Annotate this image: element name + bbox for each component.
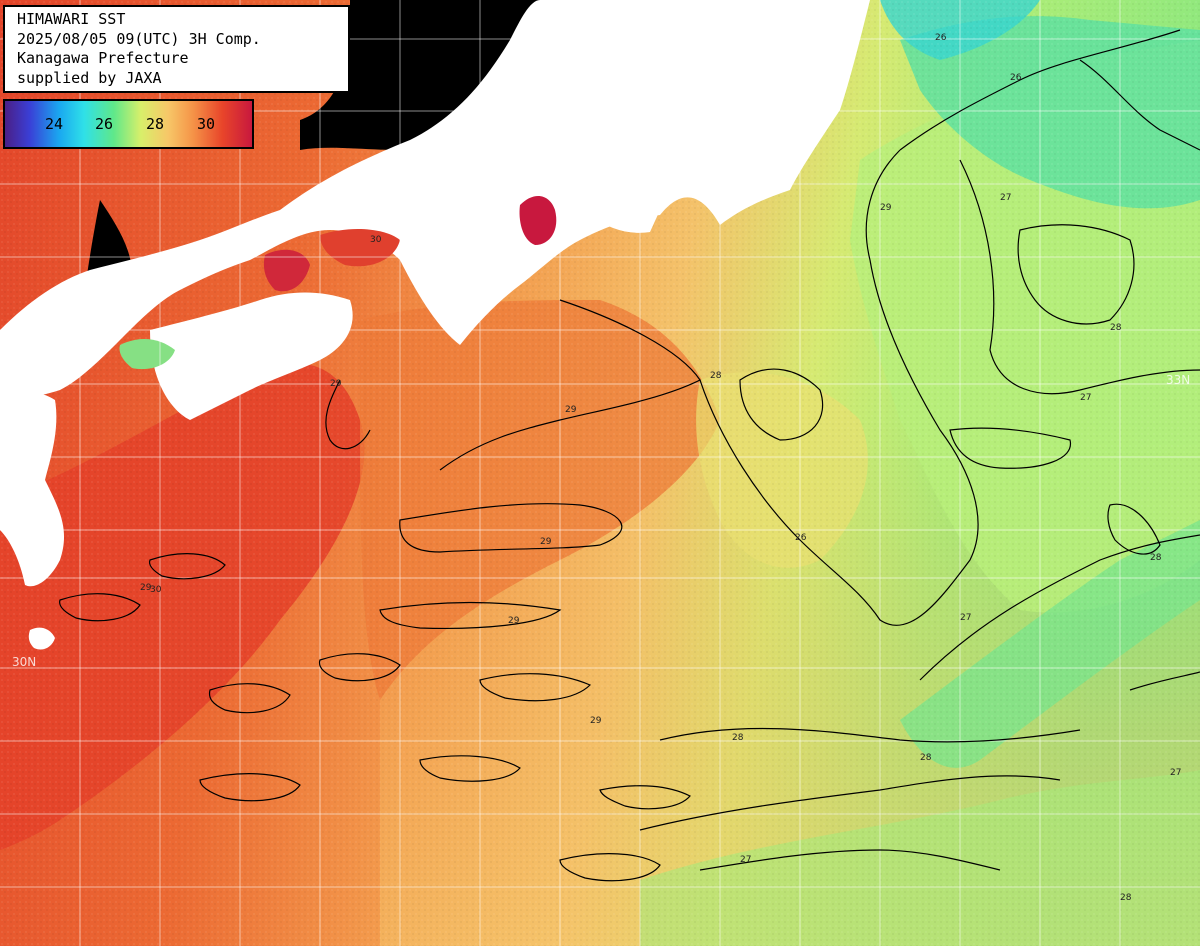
contour-label: 30 [370, 235, 382, 245]
contour-label: 29 [330, 379, 342, 389]
contour-label: 28 [1110, 323, 1122, 333]
contour-label: 27 [1080, 393, 1091, 403]
land-islet [28, 627, 55, 650]
land-kyushu [0, 392, 65, 587]
hot-bay-seto [263, 249, 310, 292]
isotherm-contours [59, 29, 1200, 882]
hot-bay-osaka [519, 195, 557, 245]
contour-label: 27 [960, 613, 971, 623]
color-scale-legend: 24 26 28 30 [3, 99, 254, 149]
contour-label: 29 [880, 203, 892, 213]
land-honshu [0, 0, 870, 400]
contour-label: 30 [150, 585, 162, 595]
land-kii-tip [590, 200, 660, 233]
contour-label: 29 [590, 716, 602, 726]
contour-label: 28 [1120, 893, 1132, 903]
contour-label: 28 [710, 371, 722, 381]
contour-labels: 29 29 29 29 29 29 29 28 28 28 28 28 28 2… [140, 33, 1181, 903]
contour-label: 26 [935, 33, 947, 43]
contour-label: 29 [508, 616, 520, 626]
contour-label: 29 [565, 405, 577, 415]
legend-tick-24: 24 [45, 115, 64, 133]
contour-label: 27 [1000, 193, 1011, 203]
contour-label: 27 [740, 855, 751, 865]
lat-label-33n: 33N [1166, 373, 1190, 387]
contour-label: 26 [1010, 73, 1022, 83]
title-prefecture: Kanagawa Prefecture [17, 49, 189, 67]
contour-label: 27 [1170, 768, 1181, 778]
land-shikoku [150, 292, 353, 420]
contour-label: 29 [140, 583, 152, 593]
cool-seto-inland [119, 338, 175, 370]
contour-label: 28 [920, 753, 932, 763]
contour-label: 26 [795, 533, 807, 543]
lat-label-30n: 30N [12, 655, 36, 669]
contour-label: 28 [1150, 553, 1162, 563]
legend-tick-30: 30 [197, 115, 216, 133]
legend-tick-28: 28 [146, 115, 165, 133]
contour-label: 28 [732, 733, 744, 743]
title-datetime: 2025/08/05 09(UTC) 3H Comp. [17, 29, 261, 48]
legend-tick-26: 26 [95, 115, 114, 133]
title-product: HIMAWARI SST [17, 10, 126, 28]
contour-label: 29 [540, 537, 552, 547]
title-credit: supplied by JAXA [17, 68, 162, 87]
title-box: HIMAWARI SST 2025/08/05 09(UTC) 3H Comp.… [3, 5, 350, 93]
